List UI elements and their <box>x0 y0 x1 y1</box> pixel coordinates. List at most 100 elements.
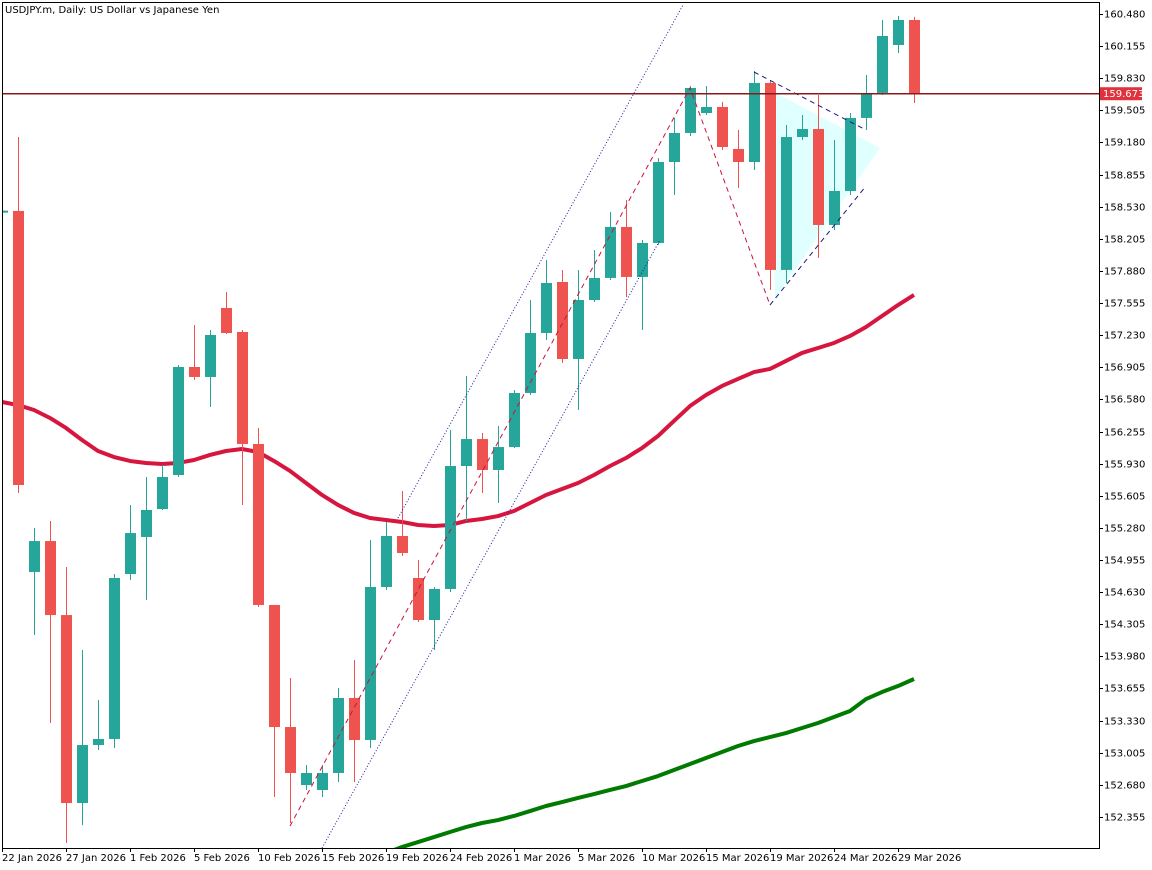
y-tick-label: 159.505 <box>1104 106 1145 117</box>
current-price-box <box>1100 87 1142 101</box>
candle-body <box>381 535 392 587</box>
candle-body <box>621 226 632 277</box>
y-tick-label: 156.580 <box>1104 395 1145 406</box>
candle-body <box>813 129 824 225</box>
chart-title: USDJPY.m, Daily: US Dollar vs Japanese Y… <box>5 5 219 16</box>
x-tick-label: 22 Jan 2026 <box>2 853 62 864</box>
candle-body <box>429 588 440 620</box>
candle-body <box>301 772 312 786</box>
candle-body <box>909 19 920 94</box>
channel-upper <box>397 4 684 519</box>
y-tick-label: 155.280 <box>1104 524 1145 535</box>
y-tick-label: 160.480 <box>1104 10 1145 21</box>
candle-body <box>797 129 808 138</box>
y-tick-label: 156.905 <box>1104 363 1145 374</box>
y-tick-label: 155.605 <box>1104 492 1145 503</box>
channel-lower <box>321 239 661 848</box>
candle-body <box>525 332 536 393</box>
candle-body <box>29 541 40 572</box>
y-tick-label: 156.255 <box>1104 428 1145 439</box>
y-tick-label: 157.555 <box>1104 299 1145 310</box>
candle-body <box>77 745 88 804</box>
y-tick-label: 154.305 <box>1104 620 1145 631</box>
candle-body <box>109 577 120 739</box>
y-tick-label: 153.330 <box>1104 717 1145 728</box>
candle-body <box>3 210 8 213</box>
x-tick-label: 24 Feb 2026 <box>450 853 512 864</box>
candle-body <box>189 366 200 377</box>
candle-body <box>573 299 584 359</box>
y-tick-label: 158.530 <box>1104 203 1145 214</box>
candle-body <box>541 282 552 333</box>
y-tick-label: 152.680 <box>1104 781 1145 792</box>
y-tick-label: 158.855 <box>1104 171 1145 182</box>
candle-body <box>45 541 56 616</box>
candle-body <box>893 19 904 46</box>
x-tick-label: 19 Mar 2026 <box>770 853 833 864</box>
candle-body <box>669 132 680 163</box>
candle-body <box>509 392 520 448</box>
moving-average-line <box>3 293 916 529</box>
x-tick-label: 5 Mar 2026 <box>578 853 635 864</box>
y-tick-label: 154.630 <box>1104 588 1145 599</box>
x-tick-label: 27 Jan 2026 <box>66 853 126 864</box>
candle-body <box>237 332 248 444</box>
candle-body <box>157 476 168 510</box>
y-tick-label: 153.980 <box>1104 652 1145 663</box>
y-tick-label: 155.930 <box>1104 460 1145 471</box>
candle-body <box>637 242 648 277</box>
axes: 160.480 160.155 159.830 159.505 159.180 158.8… <box>2 10 1145 864</box>
candle-body <box>461 439 472 467</box>
candle-body <box>349 697 360 740</box>
current-price-label: 159.673 <box>1103 89 1144 100</box>
candle-body <box>93 738 104 746</box>
candle-body <box>13 210 24 485</box>
candle-body <box>317 772 328 790</box>
x-tick-label: 10 Mar 2026 <box>642 853 705 864</box>
candle-body <box>861 92 872 118</box>
candle-body <box>173 366 184 476</box>
drawings <box>289 4 867 848</box>
candle-body <box>717 106 728 147</box>
zigzag-line <box>289 86 771 827</box>
candle-body <box>61 615 72 804</box>
candle-body <box>477 439 488 470</box>
triangle-upper <box>753 71 867 131</box>
y-tick-label: 158.205 <box>1104 235 1145 246</box>
y-tick-label: 153.005 <box>1104 749 1145 760</box>
candle-body <box>205 334 216 377</box>
x-tick-label: 15 Feb 2026 <box>322 853 384 864</box>
candles <box>3 15 920 844</box>
y-tick-label: 159.830 <box>1104 74 1145 85</box>
y-tick-label: 160.155 <box>1104 42 1145 53</box>
candle-body <box>557 281 568 359</box>
y-tick-label: 157.880 <box>1104 267 1145 278</box>
candle-body <box>733 148 744 163</box>
triangle-lower <box>769 185 867 306</box>
x-tick-label: 1 Feb 2026 <box>130 853 186 864</box>
candle-body <box>653 162 664 243</box>
y-tick-label: 154.955 <box>1104 556 1145 567</box>
candle-body <box>781 137 792 270</box>
plot-area <box>3 4 1099 848</box>
candle-body <box>413 577 424 620</box>
y-tick-label: 157.230 <box>1104 331 1145 342</box>
x-tick-label: 1 Mar 2026 <box>514 853 571 864</box>
y-tick-label: 152.355 <box>1104 813 1145 824</box>
candle-body <box>845 117 856 191</box>
candle-body <box>285 727 296 773</box>
candle-body <box>269 604 280 728</box>
candle-body <box>877 36 888 93</box>
candle-body <box>445 466 456 589</box>
x-tick-label: 24 Mar 2026 <box>834 853 897 864</box>
candle-body <box>605 226 616 278</box>
candle-body <box>125 533 136 575</box>
candle-body <box>365 586 376 740</box>
x-tick-label: 5 Feb 2026 <box>194 853 250 864</box>
candle-body <box>493 447 504 470</box>
candle-body <box>829 190 840 225</box>
plot-frame <box>2 2 1100 849</box>
candle-body <box>685 87 696 133</box>
